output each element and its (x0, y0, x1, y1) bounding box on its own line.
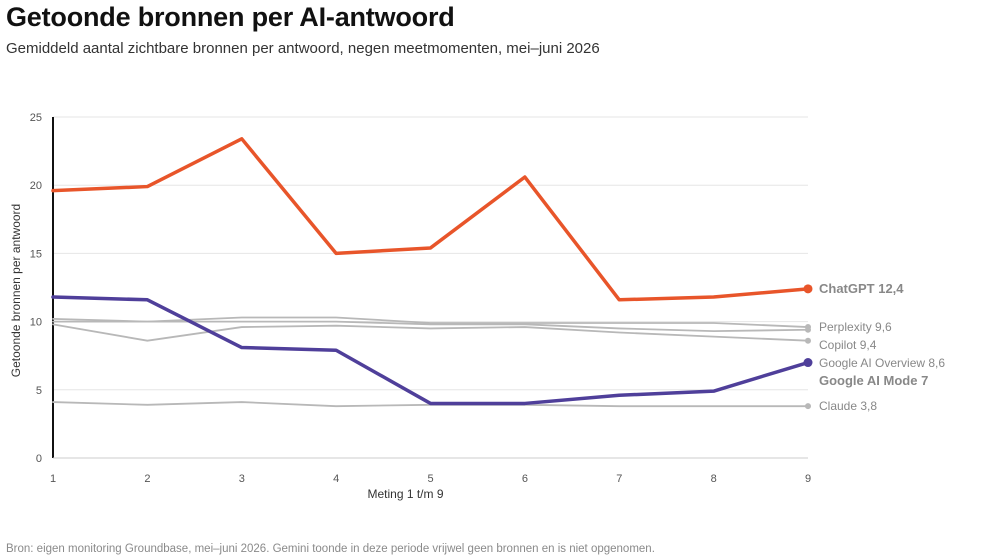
series-line-perplexity (52, 316, 809, 328)
x-tick-label: 3 (239, 473, 245, 485)
chart-subtitle: Gemiddeld aantal zichtbare bronnen per a… (6, 40, 600, 57)
series-line-copilot (52, 320, 809, 333)
x-tick-label: 9 (805, 473, 811, 485)
x-tick-label: 6 (522, 473, 528, 485)
series-label-claude: Claude 3,8 (819, 399, 877, 413)
series-endpoint-claude (805, 403, 811, 410)
x-axis-label: Meting 1 t/m 9 (367, 487, 443, 501)
tick-labels: 0 5 10 15 20 25 1 2 3 4 5 6 7 8 9 (30, 112, 811, 485)
x-tick-label: 1 (50, 473, 56, 485)
chart-title: Getoonde bronnen per AI-antwoord (6, 2, 455, 32)
series-line-google-ai-mode (51, 295, 810, 406)
x-tick-label: 5 (427, 473, 433, 485)
y-tick-label: 10 (30, 317, 42, 329)
x-tick-label: 8 (711, 473, 717, 485)
y-tick-label: 0 (36, 453, 42, 465)
series-lines (51, 137, 813, 410)
series-end-labels: ChatGPT 12,4 Perplexity 9,6 Copilot 9,4 Goo… (819, 281, 945, 413)
series-endpoint-google-ai-overview (805, 337, 811, 344)
y-axis-label: Getoonde bronnen per antwoord (9, 204, 23, 377)
series-label-chatgpt: ChatGPT 12,4 (819, 281, 904, 296)
x-tick-label: 7 (616, 473, 622, 485)
series-label-perplexity: Perplexity 9,6 (819, 320, 892, 334)
y-tick-label: 5 (36, 385, 42, 397)
x-tick-label: 4 (333, 473, 339, 485)
series-endpoint-copilot (805, 326, 811, 333)
source-note: Bron: eigen monitoring Groundbase, mei–j… (6, 543, 655, 555)
series-label-copilot: Copilot 9,4 (819, 338, 877, 352)
y-tick-label: 20 (30, 180, 42, 192)
x-tick-label: 2 (144, 473, 150, 485)
series-line-google-ai-overview (52, 323, 809, 342)
line-chart: 0 5 10 15 20 25 1 2 3 4 5 6 7 8 9 ChatGPT 12,4 Perplexi… (9, 112, 945, 501)
series-endpoint-google-ai-mode (803, 358, 813, 368)
series-line-chatgpt (51, 137, 810, 302)
y-tick-label: 25 (30, 112, 42, 124)
series-label-google-ai-overview: Google AI Overview 8,6 (819, 356, 945, 370)
y-tick-label: 15 (30, 248, 42, 260)
series-label-google-ai-mode: Google AI Mode 7 (819, 373, 928, 388)
series-endpoint-chatgpt (803, 284, 813, 294)
gridlines (53, 116, 808, 391)
